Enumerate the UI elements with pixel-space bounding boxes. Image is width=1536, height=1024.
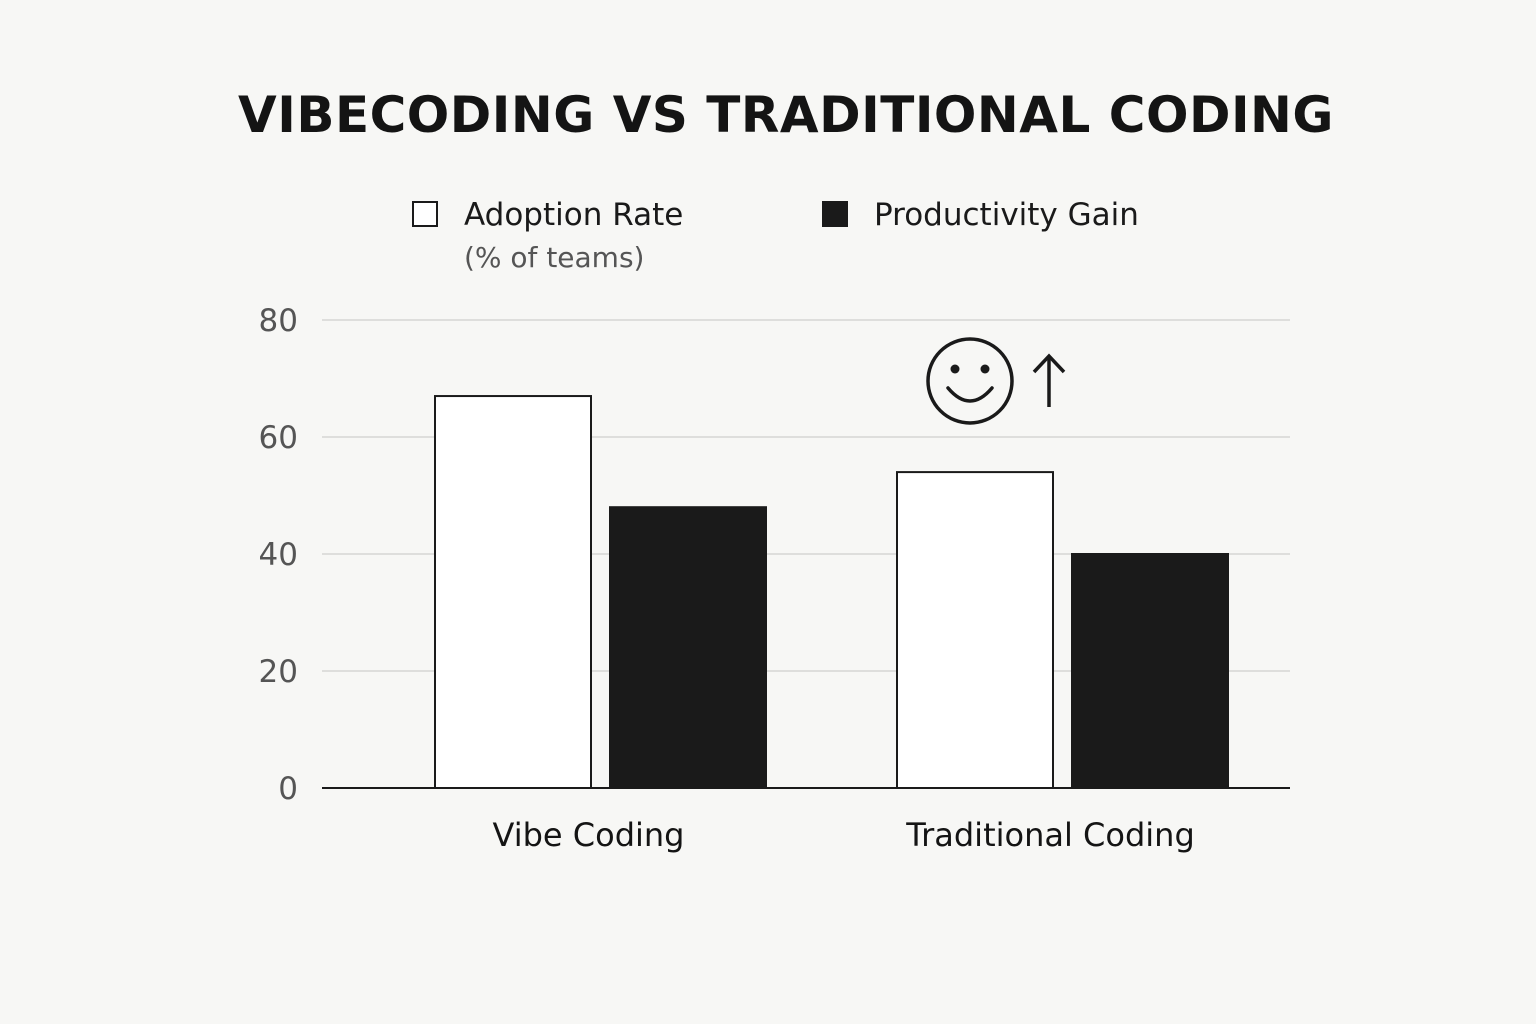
y-tick-label: 80 bbox=[259, 303, 298, 339]
legend-swatch-adoption-rate bbox=[412, 201, 438, 227]
up-arrow-icon bbox=[1032, 353, 1066, 407]
legend-label-adoption-rate: Adoption Rate bbox=[464, 197, 684, 233]
y-tick-label: 40 bbox=[259, 537, 298, 573]
x-category-label: Traditional Coding bbox=[905, 816, 1195, 854]
y-tick-label: 0 bbox=[278, 771, 298, 807]
legend-sublabel-adoption-rate: (% of teams) bbox=[464, 241, 645, 274]
bar-productivity-gain-traditional-coding bbox=[1071, 553, 1229, 789]
annotation bbox=[926, 337, 1066, 425]
bars bbox=[434, 395, 1229, 789]
bar-adoption-rate-traditional-coding bbox=[896, 471, 1054, 789]
legend-label-productivity-gain: Productivity Gain bbox=[874, 197, 1139, 233]
y-axis-ticks: 0 20 40 60 80 bbox=[259, 303, 298, 807]
x-category-label: Vibe Coding bbox=[493, 816, 685, 854]
legend-item-productivity-gain: Productivity Gain bbox=[822, 198, 1139, 232]
chart-title: VIBECODING VS TRADITIONAL CODING bbox=[238, 86, 1334, 144]
x-axis-categories: Vibe Coding Traditional Coding bbox=[493, 816, 1195, 854]
bar-productivity-gain-vibe-coding bbox=[609, 506, 767, 789]
legend-item-adoption-rate: Adoption Rate (% of teams) bbox=[412, 198, 683, 275]
bar-adoption-rate-vibe-coding bbox=[434, 395, 592, 789]
legend-swatch-productivity-gain bbox=[822, 201, 848, 227]
y-tick-label: 60 bbox=[259, 420, 298, 456]
smiley-face-icon bbox=[926, 337, 1014, 425]
y-tick-label: 20 bbox=[259, 654, 298, 690]
